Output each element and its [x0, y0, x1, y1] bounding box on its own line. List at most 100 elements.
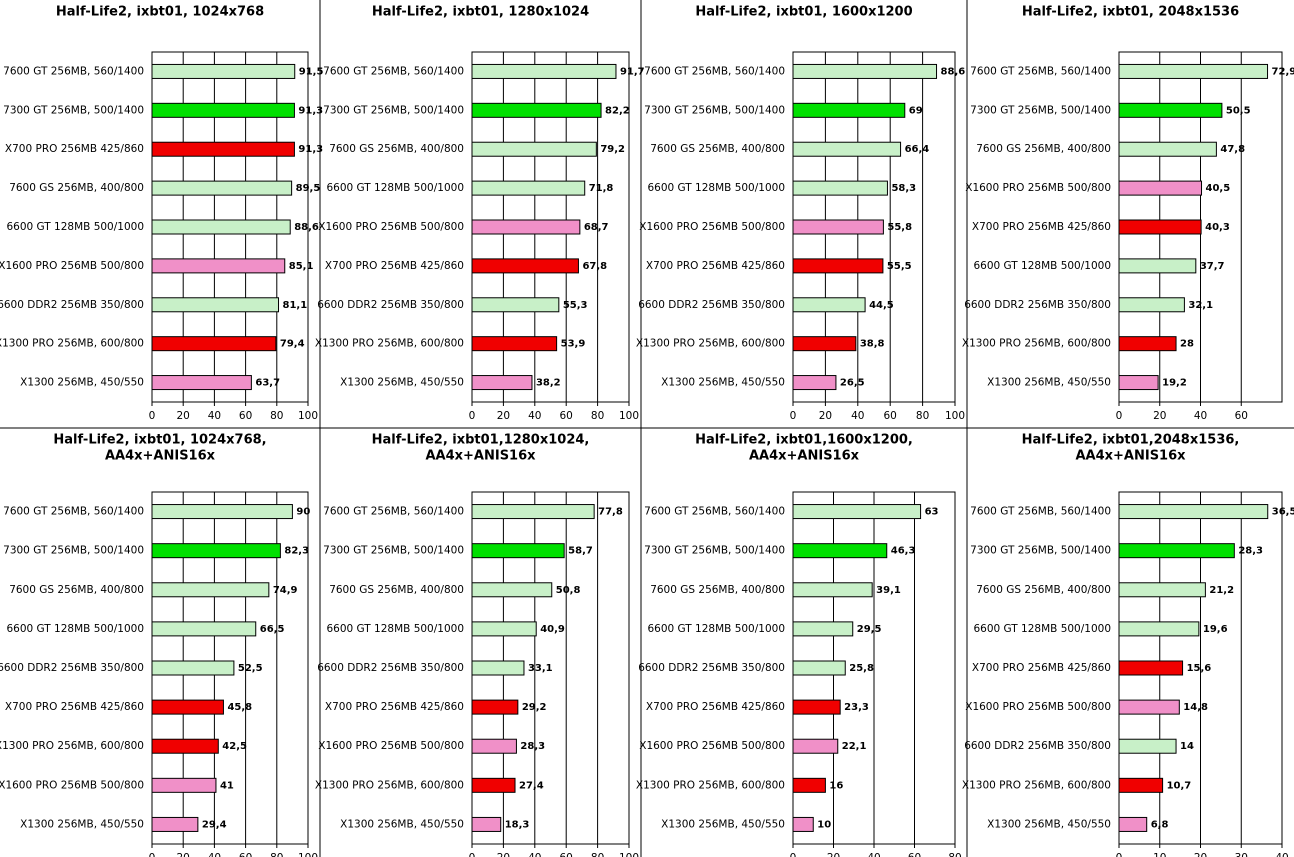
bar: [471, 504, 595, 520]
category-label: 6600 DDR2 256MB 350/800: [317, 299, 464, 311]
x-tick-label: 60: [1235, 410, 1248, 422]
category-label: X700 PRO 256MB 425/860: [646, 260, 785, 272]
category-label: 7300 GT 256MB, 500/1400: [644, 104, 785, 116]
value-label: 16: [829, 780, 843, 791]
bar: [151, 816, 199, 832]
value-label: 63: [925, 507, 939, 518]
bar: [151, 777, 217, 793]
value-label: 79,4: [280, 339, 305, 350]
category-label: 6600 GT 128MB 500/1000: [6, 221, 144, 233]
bar: [471, 660, 525, 676]
category-label: 6600 GT 128MB 500/1000: [647, 623, 785, 635]
value-label: 10,7: [1167, 780, 1192, 791]
category-label: 7600 GT 256MB, 560/1400: [323, 65, 464, 77]
x-tick-label: 60: [908, 852, 921, 857]
value-label: 90: [296, 507, 310, 518]
bar: [1118, 219, 1202, 235]
value-label: 42,5: [222, 741, 247, 752]
bar: [471, 258, 579, 274]
bar: [792, 258, 884, 274]
bar: [1118, 816, 1148, 832]
bar: [151, 102, 295, 118]
bar: [792, 375, 837, 391]
category-label: X1300 256MB, 450/550: [340, 818, 464, 830]
chart-title: Half-Life2, ixbt01, 1600x1200: [695, 5, 912, 20]
x-tick-label: 20: [1153, 410, 1166, 422]
value-label: 26,5: [840, 378, 865, 389]
bar: [151, 738, 219, 754]
category-label: 7600 GS 256MB, 400/800: [329, 143, 464, 155]
category-label: X1600 PRO 256MB 500/800: [639, 221, 785, 233]
category-label: 6600 DDR2 256MB 350/800: [964, 740, 1111, 752]
category-label: X1300 256MB, 450/550: [340, 377, 464, 389]
x-tick-label: 40: [208, 852, 221, 857]
bar: [151, 582, 270, 598]
bar: [471, 102, 602, 118]
category-label: 6600 DDR2 256MB 350/800: [638, 299, 785, 311]
x-tick-label: 60: [560, 852, 573, 857]
x-tick-label: 0: [1116, 852, 1123, 857]
bar: [471, 297, 560, 313]
value-label: 10: [817, 819, 831, 830]
x-tick-label: 80: [948, 852, 961, 857]
value-label: 79,2: [600, 144, 625, 155]
bar: [471, 816, 502, 832]
value-label: 47,8: [1220, 144, 1245, 155]
x-tick-label: 60: [884, 410, 897, 422]
value-label: 28,3: [1238, 546, 1263, 557]
value-label: 55,8: [887, 222, 912, 233]
category-label: X1300 PRO 256MB, 600/800: [636, 338, 785, 350]
bar: [151, 180, 293, 196]
bar: [792, 102, 906, 118]
category-label: 7600 GT 256MB, 560/1400: [3, 65, 144, 77]
bar: [471, 180, 586, 196]
category-label: 7600 GT 256MB, 560/1400: [3, 506, 144, 518]
x-tick-label: 20: [1194, 852, 1207, 857]
x-tick-label: 0: [1116, 410, 1123, 422]
category-label: X700 PRO 256MB 425/860: [325, 260, 464, 272]
value-label: 91,5: [299, 66, 324, 77]
bar: [792, 297, 866, 313]
value-label: 29,2: [522, 702, 547, 713]
value-label: 72,9: [1272, 66, 1294, 77]
category-label: 7600 GT 256MB, 560/1400: [970, 506, 1111, 518]
x-tick-label: 100: [619, 410, 639, 422]
bar: [792, 738, 839, 754]
category-label: 7600 GS 256MB, 400/800: [976, 143, 1111, 155]
category-label: X1300 256MB, 450/550: [20, 818, 144, 830]
category-label: 6600 DDR2 256MB 350/800: [964, 299, 1111, 311]
category-label: X1600 PRO 256MB 500/800: [318, 740, 464, 752]
category-label: X700 PRO 256MB 425/860: [5, 701, 144, 713]
value-label: 33,1: [528, 663, 553, 674]
bar: [1118, 63, 1269, 79]
category-label: 7300 GT 256MB, 500/1400: [3, 104, 144, 116]
value-label: 63,7: [255, 378, 280, 389]
value-label: 23,3: [844, 702, 869, 713]
category-label: 6600 GT 128MB 500/1000: [6, 623, 144, 635]
value-label: 39,1: [876, 585, 901, 596]
bar: [151, 336, 277, 352]
bar: [471, 699, 519, 715]
category-label: 7600 GS 256MB, 400/800: [9, 182, 144, 194]
category-label: X1300 PRO 256MB, 600/800: [962, 779, 1111, 791]
value-label: 19,6: [1203, 624, 1228, 635]
value-label: 81,1: [283, 300, 308, 311]
category-label: 7600 GS 256MB, 400/800: [329, 584, 464, 596]
value-label: 28,3: [520, 741, 545, 752]
value-label: 46,3: [891, 546, 916, 557]
x-tick-label: 0: [469, 410, 476, 422]
category-label: X1600 PRO 256MB 500/800: [318, 221, 464, 233]
chart-title: Half-Life2, ixbt01, 1280x1024: [372, 5, 589, 20]
value-label: 38,8: [860, 339, 885, 350]
bar: [792, 219, 884, 235]
value-label: 45,8: [227, 702, 252, 713]
bar: [151, 621, 257, 637]
x-tick-label: 20: [497, 852, 510, 857]
category-label: X1600 PRO 256MB 500/800: [639, 740, 785, 752]
category-label: X1600 PRO 256MB 500/800: [965, 701, 1111, 713]
value-label: 71,8: [589, 183, 614, 194]
bar: [1118, 258, 1197, 274]
category-label: 6600 GT 128MB 500/1000: [647, 182, 785, 194]
category-label: X1300 PRO 256MB, 600/800: [315, 338, 464, 350]
